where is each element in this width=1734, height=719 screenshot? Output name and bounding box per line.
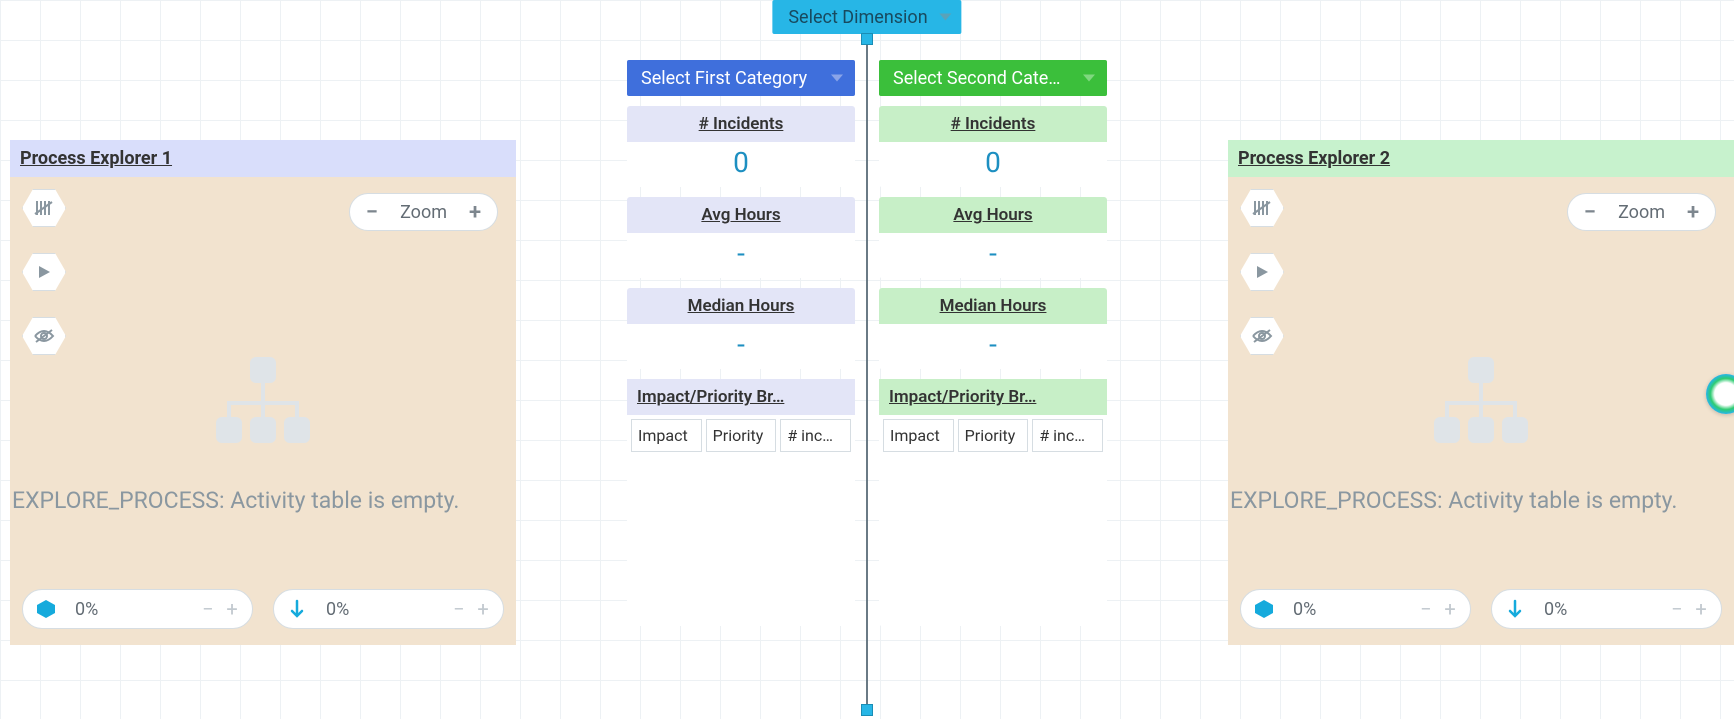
process-explorer-2: Process Explorer 2 − Zoom + xyxy=(1228,140,1734,645)
avg-title-1: Avg Hours xyxy=(627,197,855,233)
arrow-down-icon xyxy=(286,598,308,620)
minus-icon[interactable]: − xyxy=(1665,597,1689,621)
incidents-value-2: 0 xyxy=(879,142,1107,187)
zoom-control-1: − Zoom + xyxy=(349,193,498,231)
minus-icon[interactable]: − xyxy=(1414,597,1438,621)
breakdown-col[interactable]: # inc… xyxy=(780,419,851,452)
breakdown-body-2 xyxy=(879,456,1107,626)
plus-icon[interactable]: + xyxy=(1438,597,1462,621)
minus-icon[interactable]: − xyxy=(447,597,471,621)
incidents-value-1: 0 xyxy=(627,142,855,187)
breakdown-card-2: Impact/Priority Br… Impact Priority # in… xyxy=(879,379,1107,626)
avg-card-2: Avg Hours - xyxy=(879,197,1107,278)
avg-title-2: Avg Hours xyxy=(879,197,1107,233)
arrow-down-icon xyxy=(1504,598,1526,620)
incidents-card-2: # Incidents 0 xyxy=(879,106,1107,187)
breakdown-title-2: Impact/Priority Br… xyxy=(879,379,1107,415)
avg-value-2: - xyxy=(879,233,1107,278)
activities-metric-pill[interactable]: 0% − + xyxy=(22,589,253,629)
explorer-2-empty-message: EXPLORE_PROCESS: Activity table is empty… xyxy=(1228,487,1734,514)
process-graph-placeholder-icon xyxy=(1426,357,1536,457)
breakdown-card-1: Impact/Priority Br… Impact Priority # in… xyxy=(627,379,855,626)
explorer-1-empty-message: EXPLORE_PROCESS: Activity table is empty… xyxy=(10,487,516,514)
connections-metric-value: 0% xyxy=(1526,599,1665,620)
dimension-selector[interactable]: Select Dimension xyxy=(772,0,961,34)
zoom-out-button[interactable]: − xyxy=(356,196,388,228)
tally-icon[interactable] xyxy=(1240,189,1284,227)
zoom-in-button[interactable]: + xyxy=(1677,196,1709,228)
plus-icon[interactable]: + xyxy=(220,597,244,621)
second-category-selector[interactable]: Select Second Cate… xyxy=(879,60,1107,96)
connections-metric-pill[interactable]: 0% − + xyxy=(273,589,504,629)
median-value-1: - xyxy=(627,324,855,369)
chevron-down-icon xyxy=(831,75,843,82)
second-category-label: Select Second Cate… xyxy=(893,68,1060,89)
dimension-selector-label: Select Dimension xyxy=(788,7,927,28)
activities-metric-value: 0% xyxy=(57,599,196,620)
breakdown-body-1 xyxy=(627,456,855,626)
median-value-2: - xyxy=(879,324,1107,369)
activities-metric-pill[interactable]: 0% − + xyxy=(1240,589,1471,629)
median-card-2: Median Hours - xyxy=(879,288,1107,369)
tally-icon[interactable] xyxy=(22,189,66,227)
zoom-out-button[interactable]: − xyxy=(1574,196,1606,228)
hexagon-icon xyxy=(1253,598,1275,620)
incidents-title-2: # Incidents xyxy=(879,106,1107,142)
connections-metric-pill[interactable]: 0% − + xyxy=(1491,589,1722,629)
hexagon-icon xyxy=(35,598,57,620)
avg-card-1: Avg Hours - xyxy=(627,197,855,278)
median-title-2: Median Hours xyxy=(879,288,1107,324)
breakdown-title-1: Impact/Priority Br… xyxy=(627,379,855,415)
process-graph-placeholder-icon xyxy=(208,357,318,457)
vertical-connector xyxy=(866,34,868,715)
breakdown-col[interactable]: # inc… xyxy=(1032,419,1103,452)
plus-icon[interactable]: + xyxy=(1689,597,1713,621)
breakdown-col[interactable]: Impact xyxy=(631,419,702,452)
zoom-control-2: − Zoom + xyxy=(1567,193,1716,231)
activities-metric-value: 0% xyxy=(1275,599,1414,620)
first-category-label: Select First Category xyxy=(641,68,807,89)
avg-value-1: - xyxy=(627,233,855,278)
breakdown-col[interactable]: Impact xyxy=(883,419,954,452)
incidents-card-1: # Incidents 0 xyxy=(627,106,855,187)
explorer-2-metric-row: 0% − + 0% − + xyxy=(1240,589,1722,629)
breakdown-columns-2: Impact Priority # inc… xyxy=(879,415,1107,456)
process-explorer-1: Process Explorer 1 − Zoom + xyxy=(10,140,516,645)
chevron-down-icon xyxy=(940,14,952,21)
breakdown-columns-1: Impact Priority # inc… xyxy=(627,415,855,456)
breakdown-col[interactable]: Priority xyxy=(958,419,1029,452)
category-2-column: Select Second Cate… # Incidents 0 Avg Ho… xyxy=(879,60,1107,626)
connections-metric-value: 0% xyxy=(308,599,447,620)
explorer-2-title: Process Explorer 2 xyxy=(1228,140,1734,177)
incidents-title-1: # Incidents xyxy=(627,106,855,142)
first-category-selector[interactable]: Select First Category xyxy=(627,60,855,96)
explorer-2-body: − Zoom + EXPLORE_PROCESS: Activity tab xyxy=(1228,177,1734,645)
play-icon[interactable] xyxy=(22,253,66,291)
minus-icon[interactable]: − xyxy=(196,597,220,621)
median-card-1: Median Hours - xyxy=(627,288,855,369)
zoom-label: Zoom xyxy=(1606,202,1677,223)
eye-off-icon[interactable] xyxy=(22,317,66,355)
median-title-1: Median Hours xyxy=(627,288,855,324)
explorer-1-metric-row: 0% − + 0% − + xyxy=(22,589,504,629)
zoom-label: Zoom xyxy=(388,202,459,223)
explorer-1-body: − Zoom + EXPLORE_PROCESS: Activity tab xyxy=(10,177,516,645)
dashboard-canvas: Select Dimension Select First Category #… xyxy=(0,0,1734,719)
breakdown-col[interactable]: Priority xyxy=(706,419,777,452)
play-icon[interactable] xyxy=(1240,253,1284,291)
explorer-1-title: Process Explorer 1 xyxy=(10,140,516,177)
zoom-in-button[interactable]: + xyxy=(459,196,491,228)
chevron-down-icon xyxy=(1083,75,1095,82)
eye-off-icon[interactable] xyxy=(1240,317,1284,355)
plus-icon[interactable]: + xyxy=(471,597,495,621)
category-1-column: Select First Category # Incidents 0 Avg … xyxy=(627,60,855,626)
